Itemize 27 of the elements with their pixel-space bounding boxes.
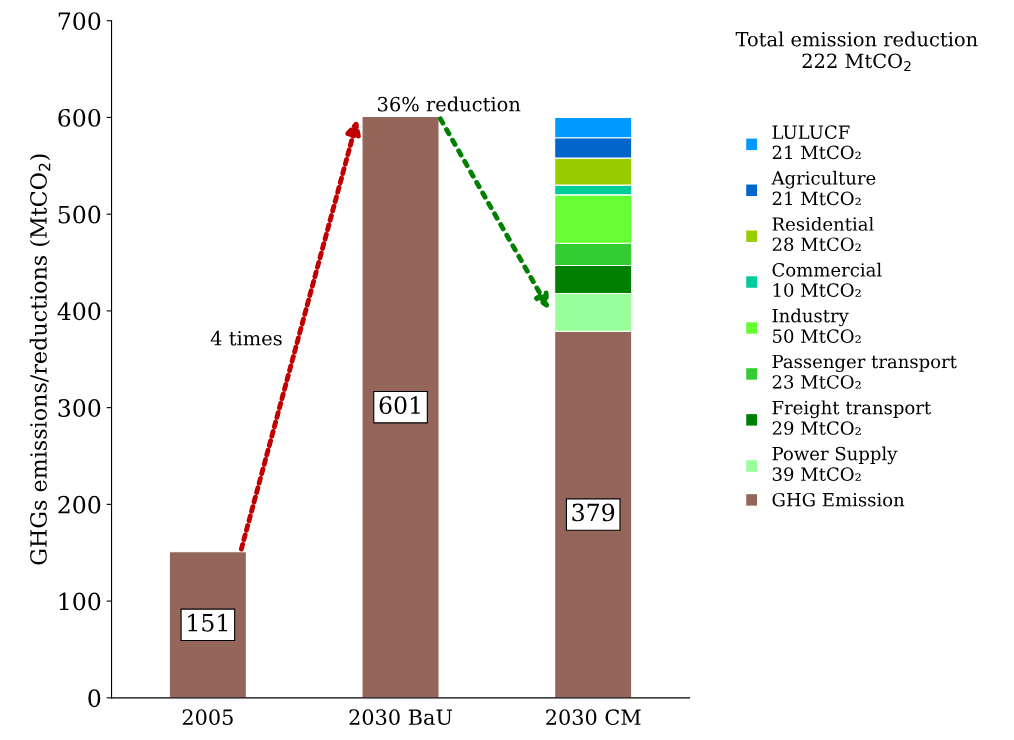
y-tick-label: 600 <box>58 108 101 127</box>
data-label: 601 <box>379 396 420 414</box>
legend-label: Industry 50 MtCO₂ <box>772 308 861 343</box>
x-tick-label: 2030 BaU <box>349 709 453 726</box>
legend-label: Power Supply 39 MtCO₂ <box>772 446 898 481</box>
legend-label: Passenger transport 23 MtCO₂ <box>772 354 957 389</box>
y-axis-title: GHGs emissions/reductions (MtCO$_{2}$) <box>29 154 51 565</box>
legend-label: GHG Emission <box>772 492 905 507</box>
legend-label: Commercial 10 MtCO₂ <box>772 262 882 297</box>
y-tick-label: 700 <box>58 12 101 31</box>
annotation: 36% reduction <box>378 96 521 112</box>
legend-label: Residential 28 MtCO₂ <box>772 216 874 252</box>
data-label: 379 <box>572 503 615 522</box>
y-tick-label: 100 <box>59 592 101 611</box>
y-tick-label: 0 <box>88 689 101 708</box>
annotation: 4 times <box>210 330 282 346</box>
y-tick-label: 300 <box>58 399 101 417</box>
x-tick-label: 2030 CM <box>546 709 641 726</box>
data-label: 151 <box>188 613 228 632</box>
legend-label: Agriculture 21 MtCO₂ <box>771 170 876 206</box>
y-tick-label: 200 <box>58 495 101 514</box>
legend-label: LULUCF 21 MtCO₂ <box>772 125 861 160</box>
y-tick-label: 400 <box>57 302 101 321</box>
x-tick-label: 2005 <box>182 709 233 726</box>
legend-label: Freight transport 29 MtCO₂ <box>772 400 932 435</box>
text: Total emission reduction 222 MtCO$_{2}$ <box>735 31 978 72</box>
y-tick-label: 500 <box>58 205 101 224</box>
